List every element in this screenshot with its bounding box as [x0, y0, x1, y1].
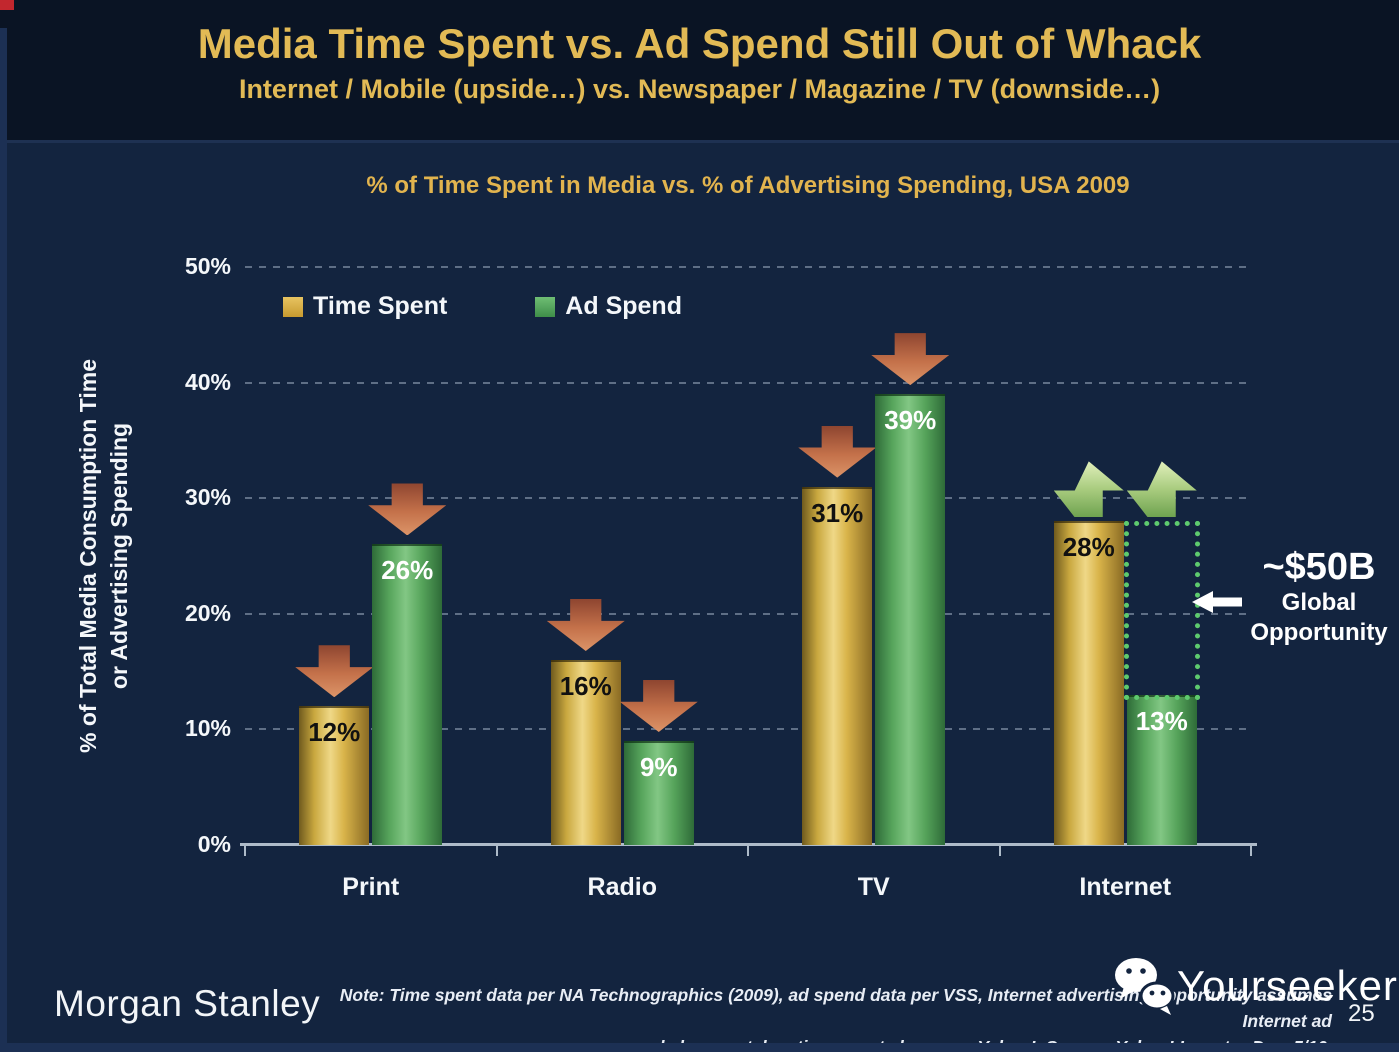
legend-item-ad-spend: Ad Spend	[535, 292, 682, 321]
slide-header: Media Time Spent vs. Ad Spend Still Out …	[0, 0, 1399, 143]
bar-value-label: 13%	[1135, 705, 1188, 736]
legend-swatch-gold-icon	[283, 296, 303, 317]
trend-arrow-up-icon	[1126, 461, 1197, 518]
bar-value-label: 28%	[1062, 532, 1115, 563]
gridline	[245, 497, 1251, 500]
bar-ad-spend-print: 26%	[372, 544, 443, 845]
trend-arrow-up-icon	[1053, 461, 1124, 518]
bar-value-label: 16%	[559, 671, 612, 702]
opportunity-line2: Opportunity	[1250, 619, 1388, 646]
bar-ad-spend-radio: 9%	[623, 740, 694, 845]
y-axis-title-line1: % of Total Media Consumption Time	[75, 359, 101, 753]
slide-edge-left	[0, 28, 7, 1052]
y-tick-label: 10%	[184, 715, 231, 742]
wechat-icon	[1115, 958, 1175, 1015]
y-tick-label: 40%	[184, 368, 231, 395]
legend-label-ad-spend: Ad Spend	[565, 292, 682, 320]
bar-ad-spend-internet: 13%	[1126, 694, 1197, 845]
bar-time-spent-print: 12%	[299, 706, 370, 845]
bar-value-label: 12%	[308, 717, 361, 748]
chart-title: % of Time Spent in Media vs. % of Advert…	[366, 172, 1130, 199]
x-tick-mark	[1250, 846, 1252, 856]
page-number: 25	[1348, 1000, 1375, 1027]
watermark-text: Yourseeker	[1177, 962, 1398, 1009]
slide-edge-bottom	[0, 1043, 1399, 1052]
trend-arrow-down-icon	[871, 333, 950, 386]
bar-value-label: 39%	[884, 405, 937, 436]
bar-value-label: 26%	[381, 555, 434, 586]
gridline	[245, 612, 1251, 615]
trend-arrow-down-icon	[619, 679, 698, 732]
slide-subtitle: Internet / Mobile (upside…) vs. Newspape…	[238, 74, 1161, 104]
chart-legend: Time Spent Ad Spend	[283, 292, 682, 321]
trend-arrow-down-icon	[368, 483, 447, 536]
x-tick-mark	[244, 846, 246, 856]
y-tick-label: 20%	[184, 599, 231, 626]
bar-ad-spend-tv: 39%	[875, 394, 946, 845]
legend-item-time-spent: Time Spent	[283, 292, 447, 321]
source-note-line1: Note: Time spent data per NA Technograph…	[339, 985, 1332, 1031]
plot-area: 50% 40% 30% 20% 10% 0% 12% 26% Print 16% 9% Radio 31…	[185, 253, 1257, 901]
y-axis-title-line2: or Advertising Spending	[106, 422, 132, 690]
bar-time-spent-internet: 28%	[1053, 521, 1124, 845]
trend-arrow-down-icon	[546, 599, 625, 652]
bar-time-spent-radio: 16%	[550, 660, 621, 845]
x-axis-line	[240, 843, 1257, 846]
bar-value-label: 9%	[639, 751, 678, 782]
legend-label-time-spent: Time Spent	[313, 292, 448, 320]
bar-value-label: 31%	[811, 497, 864, 528]
category-label-print: Print	[342, 873, 400, 901]
y-tick-label: 50%	[184, 253, 231, 279]
opportunity-dotted-box	[1123, 521, 1200, 700]
x-tick-mark	[998, 846, 1001, 856]
opportunity-annotation-text: ~$50B Global Opportunity	[1242, 546, 1396, 648]
watermark: Yourseeker	[1113, 956, 1398, 1016]
gridline	[245, 728, 1251, 731]
bar-time-spent-tv: 31%	[802, 486, 873, 845]
trend-arrow-down-icon	[798, 425, 877, 478]
category-label-radio: Radio	[587, 873, 657, 901]
opportunity-line1: Global	[1281, 589, 1357, 616]
x-tick-mark	[747, 846, 749, 856]
gridline	[245, 266, 1251, 268]
y-tick-label: 0%	[197, 831, 231, 857]
category-label-internet: Internet	[1079, 873, 1172, 901]
category-label-tv: TV	[857, 873, 890, 901]
trend-arrow-down-icon	[295, 645, 374, 698]
opportunity-annotation: ~$50B Global Opportunity	[1192, 546, 1396, 648]
x-tick-mark	[495, 846, 498, 856]
slide-title: Media Time Spent vs. Ad Spend Still Out …	[197, 20, 1202, 67]
corner-marker	[0, 0, 14, 10]
gridline	[245, 381, 1251, 384]
y-axis-title: % of Total Media Consumption Time or Adv…	[73, 266, 135, 846]
opportunity-value: ~$50B	[1262, 546, 1376, 588]
left-arrow-icon	[1192, 591, 1242, 613]
morgan-stanley-logo: Morgan Stanley	[54, 983, 321, 1024]
y-tick-label: 30%	[184, 484, 231, 511]
source-note: Note: Time spent data per NA Technograph…	[300, 982, 1332, 1052]
legend-swatch-green-icon	[535, 296, 556, 317]
